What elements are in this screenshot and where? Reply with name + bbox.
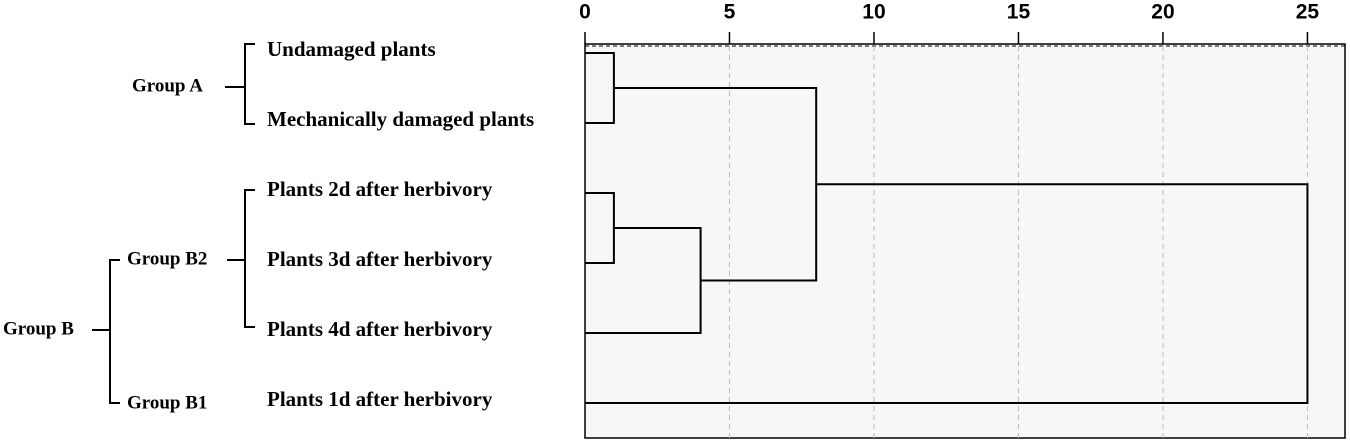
x-tick-label: 0: [579, 1, 591, 24]
brackets: [92, 43, 255, 404]
leaf-label: Plants 4d after herbivory: [267, 317, 493, 341]
plot-area: [584, 43, 1346, 439]
leaf-label: Mechanically damaged plants: [267, 107, 534, 131]
merge-link: [585, 227, 702, 334]
group-label: Group B1: [127, 392, 207, 413]
merge-link: [585, 192, 615, 264]
group-label: Group B: [3, 318, 74, 339]
x-tick-label: 25: [1296, 1, 1320, 24]
merge-link: [585, 52, 615, 124]
x-tick-label: 20: [1151, 1, 1174, 24]
merge-link: [585, 183, 1309, 404]
leaf-label: Undamaged plants: [267, 37, 436, 61]
group-label: Group A: [132, 75, 203, 96]
leaf-label: Plants 2d after herbivory: [267, 177, 493, 201]
group-label: Group B2: [127, 248, 207, 269]
x-tick-label: 5: [724, 1, 736, 24]
leaf-label: Plants 3d after herbivory: [267, 247, 493, 271]
x-tick-label: 15: [1007, 1, 1031, 24]
x-tick-label: 10: [862, 1, 885, 24]
leaf-label: Plants 1d after herbivory: [267, 387, 493, 411]
